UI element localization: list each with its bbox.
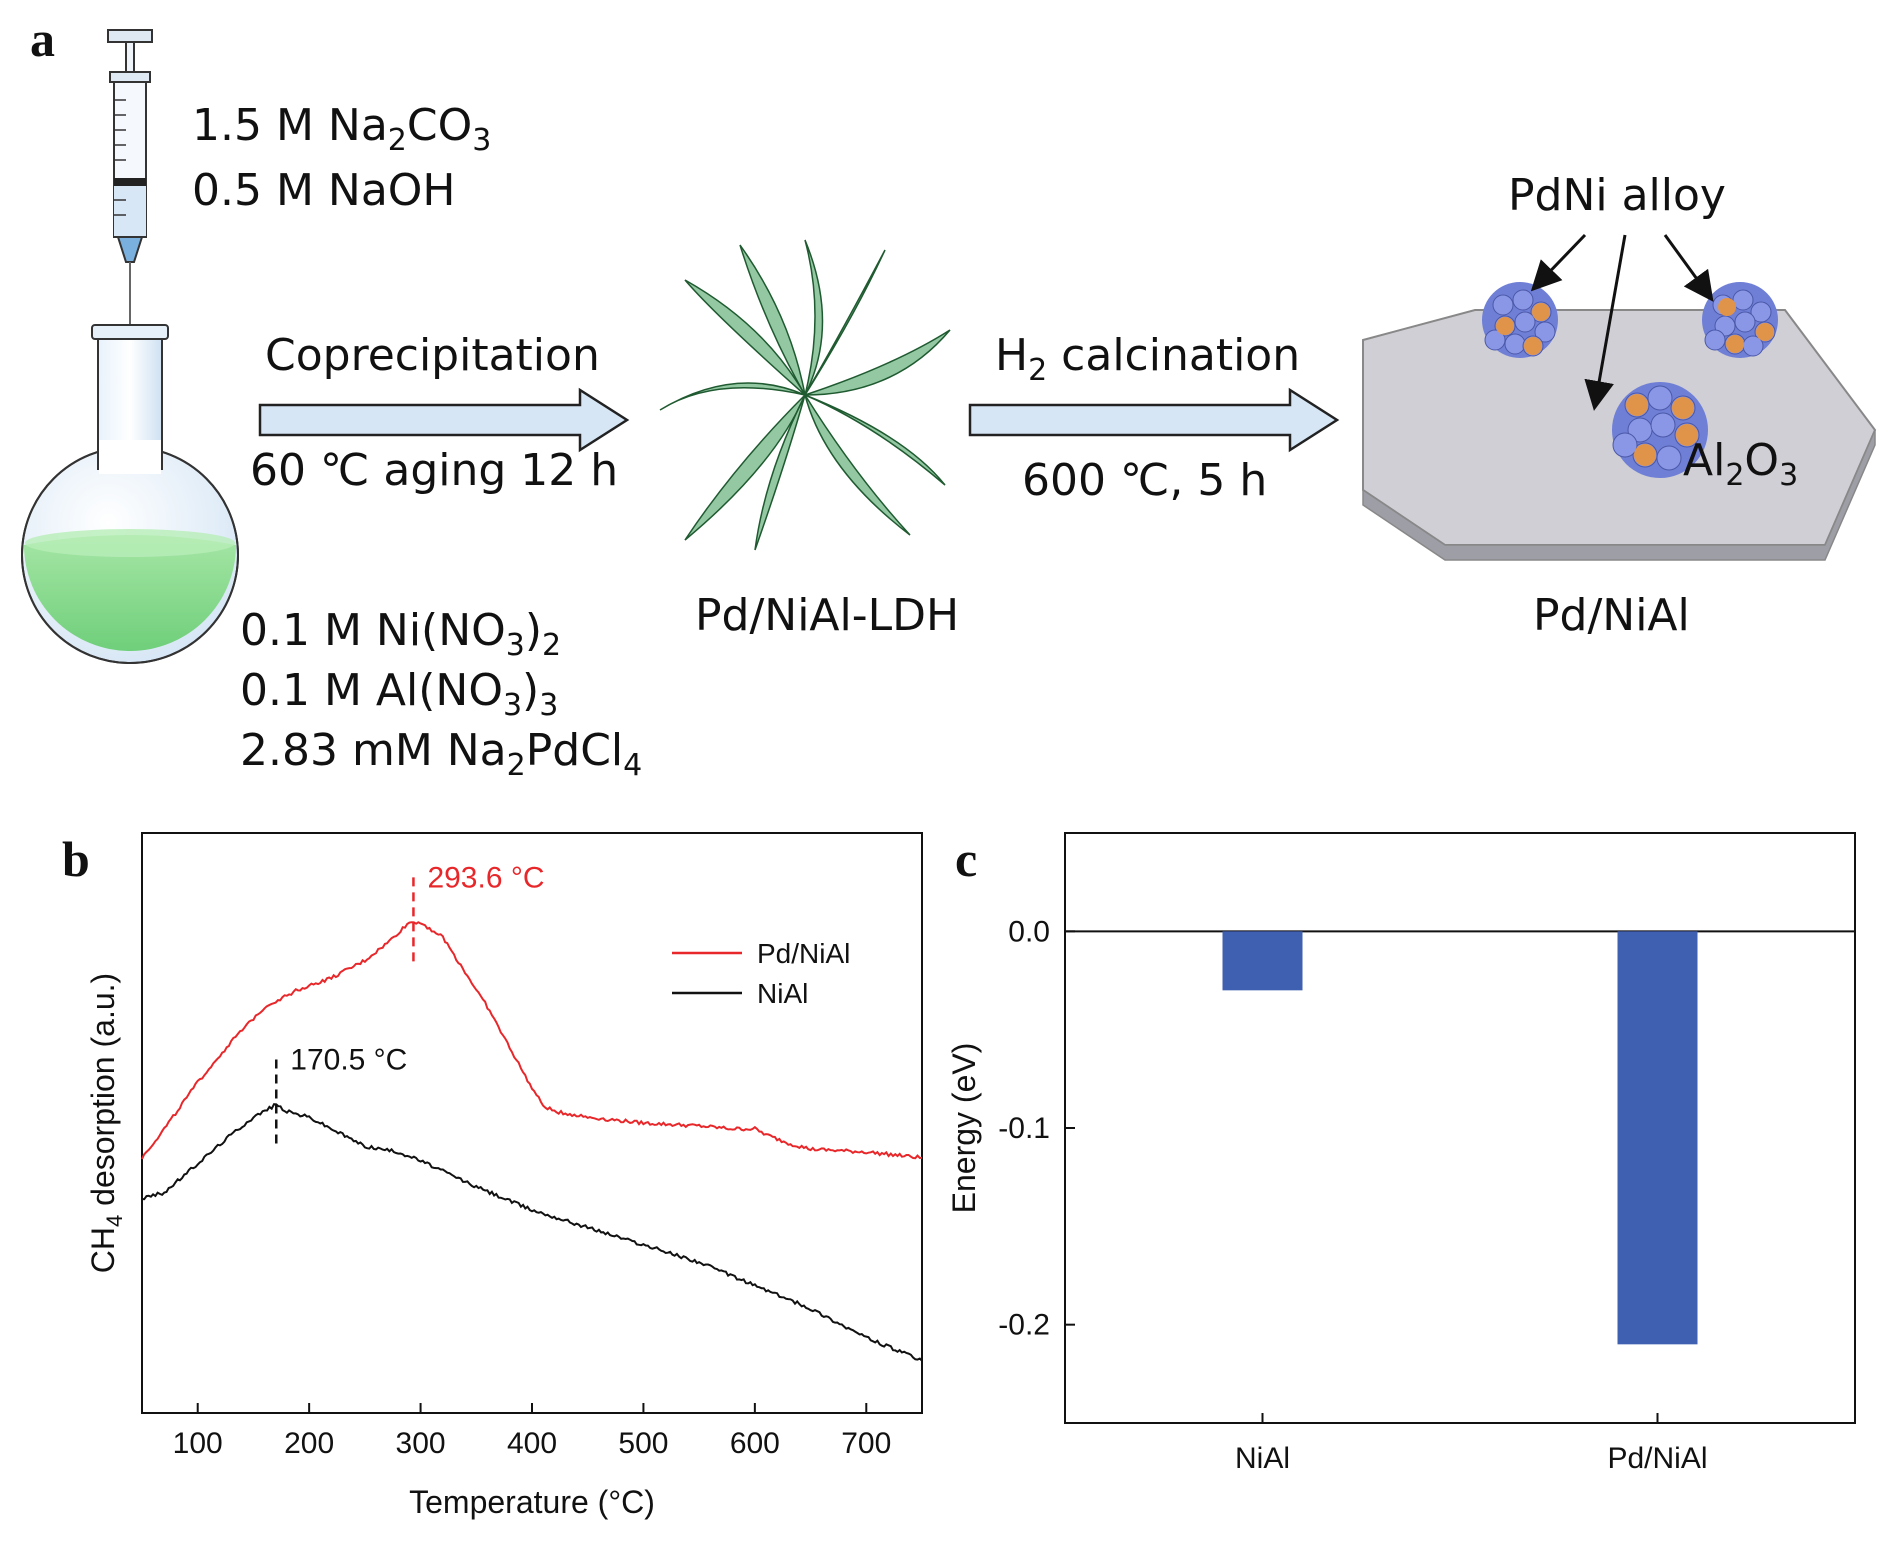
syringe-reagent-line-2: 0.5 M NaOH <box>192 165 456 216</box>
flask-syringe-illustration <box>21 29 239 664</box>
pdni-on-alumina-illustration <box>1362 282 1877 561</box>
pdni-particle-2 <box>1702 282 1778 358</box>
series-line-pdnial <box>141 921 923 1160</box>
alloy-pointer-arrows <box>1530 233 1714 411</box>
y-tick-label: -0.2 <box>998 1309 1050 1342</box>
x-tick-label: Pd/NiAl <box>1607 1442 1707 1475</box>
legend-label: NiAl <box>757 978 808 1009</box>
y-axis-label: Energy (eV) <box>946 1043 982 1214</box>
pdni-particle-3 <box>1612 382 1708 478</box>
desorption-chart: 100 200 300 400 500 600 700 Temperature (°C) CH4… <box>85 832 923 1520</box>
x-tick-label: NiAl <box>1235 1442 1290 1475</box>
x-tick-label: 500 <box>618 1427 668 1460</box>
flask-reagent-line-1: 0.1 M Ni(NO3)2 <box>240 605 562 663</box>
ldh-nanosheets-illustration <box>659 239 951 551</box>
support-label: Al2O3 <box>1683 435 1799 493</box>
flask-reagent-line-2: 0.1 M Al(NO3)3 <box>240 665 559 723</box>
legend-label: Pd/NiAl <box>757 938 850 969</box>
step2-label-above: H2 calcination <box>995 330 1301 388</box>
x-tick-label: 600 <box>730 1427 780 1460</box>
syringe-icon <box>107 29 153 355</box>
flask-reagent-line-3: 2.83 mM Na2PdCl4 <box>240 725 643 783</box>
x-tick-label: 200 <box>284 1427 334 1460</box>
step1-arrow-icon <box>258 387 630 453</box>
step1-label-above: Coprecipitation <box>265 330 600 381</box>
energy-bar-chart: 0.0 -0.1 -0.2 NiAl Pd/NiAl Energy (eV) <box>946 832 1856 1475</box>
peak-label: 170.5 °C <box>290 1043 407 1076</box>
y-tick-label: -0.1 <box>998 1112 1050 1145</box>
x-axis-label: Temperature (°C) <box>409 1484 655 1520</box>
plot-frame <box>1064 832 1856 1424</box>
alloy-label: PdNi alloy <box>1508 170 1726 221</box>
panel-b-letter: b <box>62 831 90 887</box>
flask-icon <box>21 324 239 664</box>
plot-frame <box>141 832 923 1414</box>
bar-pdnial <box>1617 931 1698 1345</box>
x-tick-label: 100 <box>173 1427 223 1460</box>
peak-label: 293.6 °C <box>427 861 544 894</box>
series-line-nial <box>141 1103 923 1362</box>
step2-label-below: 600 ℃, 5 h <box>1022 455 1268 506</box>
bar-nial <box>1222 931 1303 991</box>
y-axis-label: CH4 desorption (a.u.) <box>85 973 127 1273</box>
x-tick-label: 400 <box>507 1427 557 1460</box>
product-label: Pd/NiAl <box>1533 590 1690 641</box>
ldh-label: Pd/NiAl-LDH <box>695 590 960 641</box>
panel-a-letter: a <box>30 11 55 67</box>
x-tick-label: 700 <box>841 1427 891 1460</box>
step1-label-below: 60 ℃ aging 12 h <box>250 445 619 496</box>
syringe-reagent-line-1: 1.5 M Na2CO3 <box>192 100 492 158</box>
panel-c-letter: c <box>955 831 978 887</box>
step2-arrow-icon <box>968 387 1340 453</box>
pdni-particle-1 <box>1482 282 1558 358</box>
x-tick-label: 300 <box>396 1427 446 1460</box>
y-tick-label: 0.0 <box>1008 915 1050 948</box>
